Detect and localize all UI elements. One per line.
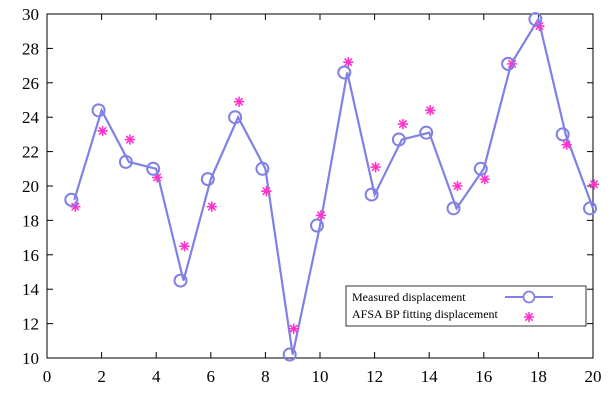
afsa-fitting-point [97,125,108,137]
x-tick-label: 18 [530,367,547,386]
legend: Measured displacement AFSA BP fitting di… [345,285,587,327]
afsa-fitting-point [342,56,354,68]
measured-point [337,65,352,80]
x-tick-label: 2 [97,367,106,386]
y-tick-label: 26 [22,74,39,93]
measured-point [391,132,406,147]
x-tick-label: 0 [43,367,52,386]
measured-displacement-line [73,16,595,355]
measured-point [282,347,297,362]
afsa-fitting-point [370,161,381,173]
legend-label-measured: Measured displacement [352,290,466,304]
measured-point [173,273,188,288]
x-tick-label: 16 [475,367,492,386]
y-tick-label: 16 [22,246,39,265]
y-tick-label: 24 [22,108,40,127]
measured-point [146,161,161,176]
legend-label-afsa: AFSA BP fitting displacement [352,307,499,321]
measured-point [310,218,324,233]
x-tick-label: 10 [312,367,329,386]
y-tick-label: 12 [22,315,39,334]
x-tick-label: 4 [152,367,161,386]
measured-point [555,127,570,142]
measured-point [64,192,79,207]
legend-swatch-measured-circle [522,290,536,304]
measured-point [583,201,597,216]
afsa-fitting-point [179,240,190,252]
y-tick-label: 22 [22,143,39,162]
afsa-fitting-point [233,96,245,108]
measured-point [228,110,243,125]
afsa-fitting-point [561,139,573,151]
x-tick-label: 14 [421,367,439,386]
y-tick-label: 14 [22,280,40,299]
afsa-fitting-point [261,185,272,197]
afsa-fitting-point [288,323,300,335]
afsa-fitting-point [124,134,136,145]
y-tick-label: 28 [22,39,39,58]
measured-point [200,172,215,187]
afsa-fitting-point [588,178,600,190]
measured-point [501,56,516,71]
measured-point [446,201,461,216]
x-tick-label: 20 [585,367,602,386]
series-markers [64,12,600,362]
legend-box [345,285,587,327]
legend-swatch-afsa-asterisk [523,311,535,323]
measured-point [473,161,488,176]
afsa-fitting-point [397,118,409,130]
measured-point [528,12,543,27]
y-tick-label: 20 [22,177,39,196]
afsa-fitting-point [479,173,491,185]
y-tick-label: 10 [22,349,39,368]
x-tick-label: 12 [366,367,383,386]
measured-point [255,161,270,176]
legend-asterisk-mark [523,311,535,323]
y-tick-label: 18 [22,211,39,230]
afsa-fitting-point [424,105,436,116]
measured-series-line [73,16,595,355]
afsa-fitting-point [315,209,327,221]
measured-point [118,154,133,169]
y-tick-label: 30 [22,5,39,24]
afsa-fitting-point [206,201,218,212]
afsa-fitting-point [452,180,463,192]
measured-point [364,187,379,202]
measured-point [91,103,106,118]
x-tick-label: 8 [261,367,270,386]
measured-point [419,125,434,140]
x-tick-label: 6 [207,367,216,386]
